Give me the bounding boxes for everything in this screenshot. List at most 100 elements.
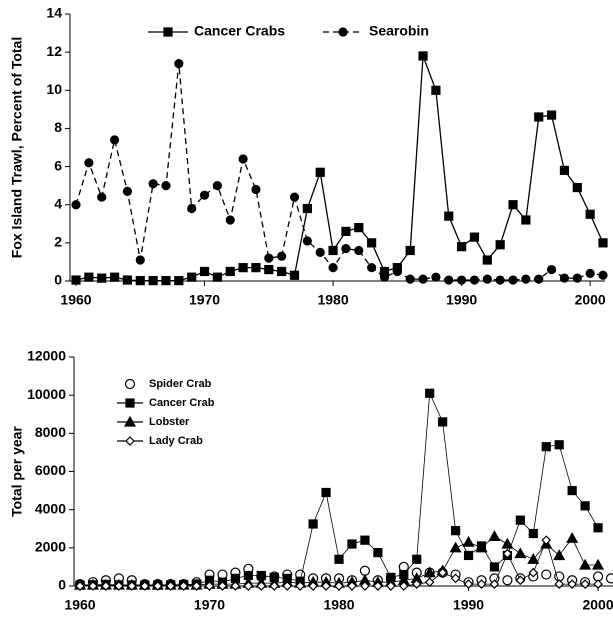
marker — [225, 266, 235, 277]
x-tick-label: 1960 — [60, 292, 91, 308]
marker — [489, 579, 500, 589]
marker — [347, 539, 357, 549]
marker — [360, 581, 370, 591]
marker — [328, 245, 338, 256]
marker — [469, 232, 480, 242]
marker — [289, 192, 300, 202]
y-axis-label: Total per year — [9, 426, 25, 517]
marker — [88, 581, 98, 591]
marker — [75, 581, 85, 591]
marker — [347, 581, 357, 591]
marker — [135, 276, 145, 286]
marker — [212, 272, 222, 282]
marker — [580, 579, 590, 589]
marker — [412, 554, 422, 564]
y-tick-label: 12000 — [27, 348, 66, 364]
marker — [418, 51, 428, 61]
marker — [204, 581, 215, 591]
y-tick-label: 10 — [46, 81, 62, 97]
legend-label: Cancer Crabs — [194, 23, 285, 39]
marker — [302, 203, 312, 214]
y-tick-label: 8 — [54, 119, 62, 135]
marker — [405, 274, 415, 284]
marker — [449, 541, 462, 553]
marker — [135, 255, 145, 265]
marker — [469, 275, 480, 285]
marker — [341, 226, 351, 237]
legend-label: Lobster — [149, 416, 190, 428]
marker — [431, 272, 441, 282]
marker — [225, 215, 235, 225]
marker — [97, 273, 107, 283]
marker — [243, 581, 254, 591]
x-tick-label: 1970 — [194, 597, 225, 613]
marker — [392, 266, 402, 277]
marker — [334, 554, 344, 564]
marker — [174, 276, 184, 286]
marker — [508, 275, 518, 285]
marker — [418, 274, 428, 284]
marker — [264, 264, 274, 275]
series-line — [75, 63, 604, 281]
marker — [463, 579, 474, 589]
marker — [605, 573, 613, 584]
y-tick-label: 2 — [54, 234, 62, 250]
y-tick-label: 4 — [54, 195, 62, 211]
marker — [527, 553, 540, 564]
legend-label: Cancer Crab — [149, 397, 215, 409]
marker — [425, 388, 435, 398]
marker — [482, 255, 492, 265]
marker — [528, 528, 538, 539]
marker — [373, 581, 383, 591]
marker — [109, 272, 120, 282]
marker — [515, 575, 526, 586]
marker — [109, 135, 120, 145]
x-tick-label: 2000 — [575, 292, 606, 308]
legend-marker — [338, 27, 348, 37]
marker — [302, 236, 312, 246]
marker — [411, 579, 422, 589]
marker — [187, 203, 197, 214]
marker — [431, 85, 441, 95]
marker — [567, 485, 577, 496]
marker — [541, 442, 551, 452]
marker — [515, 515, 525, 525]
marker — [161, 181, 171, 191]
marker — [541, 535, 552, 546]
legend-marker — [163, 27, 173, 37]
marker — [84, 158, 94, 168]
y-tick-label: 6000 — [35, 462, 66, 478]
marker — [462, 535, 475, 547]
marker — [217, 581, 228, 591]
marker — [438, 417, 448, 427]
x-tick-label: 1970 — [189, 292, 220, 308]
y-tick-label: 0 — [54, 272, 62, 288]
marker — [178, 581, 189, 591]
marker — [579, 558, 592, 570]
legend-marker — [123, 415, 137, 427]
legend-marker — [124, 378, 136, 390]
marker — [541, 569, 552, 580]
marker — [191, 581, 202, 591]
marker — [277, 251, 287, 261]
marker — [405, 245, 415, 256]
marker — [437, 567, 448, 578]
marker — [502, 548, 513, 559]
marker — [488, 530, 501, 541]
marker — [251, 184, 261, 195]
marker — [251, 263, 261, 273]
marker — [489, 562, 500, 572]
marker — [593, 523, 603, 533]
marker — [567, 579, 577, 589]
marker — [295, 581, 306, 591]
marker — [521, 274, 531, 284]
marker — [360, 535, 370, 545]
marker — [114, 581, 124, 591]
marker — [444, 211, 454, 221]
marker — [277, 266, 287, 277]
marker — [553, 549, 566, 561]
y-tick-label: 4000 — [35, 500, 66, 516]
x-tick-label: 2000 — [582, 597, 613, 613]
marker — [423, 566, 436, 578]
